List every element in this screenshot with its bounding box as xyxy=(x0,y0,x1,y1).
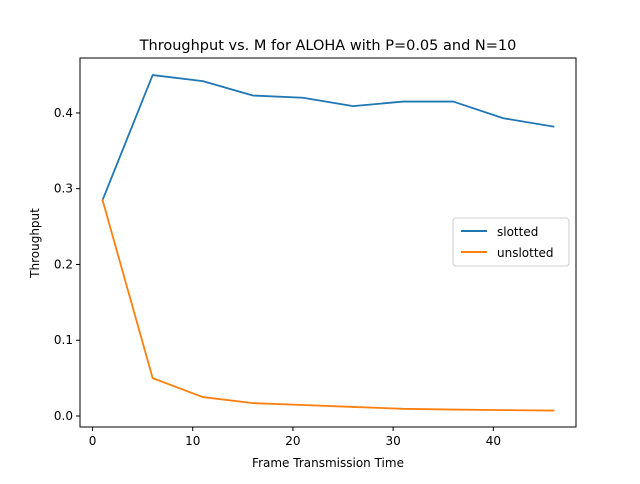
legend-label-slotted: slotted xyxy=(497,225,538,239)
y-tick-label: 0.4 xyxy=(54,106,73,120)
x-axis-label: Frame Transmission Time xyxy=(252,456,404,470)
x-tick-label: 30 xyxy=(385,434,400,448)
x-tick-label: 10 xyxy=(185,434,200,448)
legend: slotted unslotted xyxy=(453,218,569,266)
y-tick-label: 0.3 xyxy=(54,182,73,196)
y-tick-label: 0.2 xyxy=(54,257,73,271)
y-tick-label: 0.0 xyxy=(54,409,73,423)
x-tick-label: 0 xyxy=(89,434,97,448)
x-tick-label: 20 xyxy=(285,434,300,448)
x-tick-label: 40 xyxy=(486,434,501,448)
chart-title: Throughput vs. M for ALOHA with P=0.05 a… xyxy=(139,38,517,54)
y-tick-label: 0.1 xyxy=(54,333,73,347)
y-axis-label: Throughput xyxy=(28,208,42,279)
legend-label-unslotted: unslotted xyxy=(497,246,554,260)
